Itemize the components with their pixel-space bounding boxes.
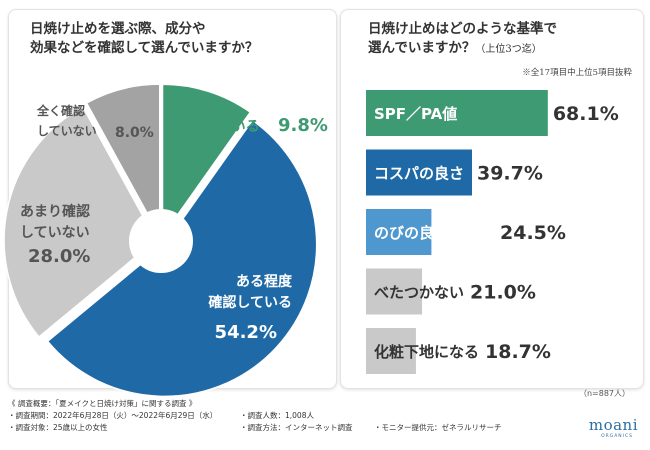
- pie-label-0-line2: 確認している: [176, 118, 260, 135]
- pie-label-2-line1: あまり確認: [20, 203, 90, 220]
- pie-label-0-line1: 細かく: [176, 97, 218, 114]
- right-question: 日焼け止めはどのような基準で 選んでいますか？（上位3つ迄）: [368, 20, 557, 59]
- pie-label-3-line2: していない: [37, 124, 97, 138]
- bar-chart-note: ※全17項目中上位5項目抜粋: [522, 68, 632, 78]
- bar-label-1: コスパの良さ: [374, 165, 464, 183]
- footer-provider: ・モニター提供元：ゼネラルリサーチ: [374, 423, 502, 432]
- bar-0: [366, 90, 548, 136]
- footer-count: ・調査人数：1,008人: [240, 411, 314, 420]
- footer-method: ・調査方法：インターネット調査: [240, 423, 353, 432]
- pie-label-1-line1: ある程度: [236, 273, 293, 290]
- right-card: [340, 9, 644, 389]
- pie-label-3-line1: 全く確認: [36, 103, 85, 118]
- bar-value-0: 68.1%: [553, 103, 619, 125]
- footer-title: 《 調査概要：「夏メイクと日焼け対策」に関する調査 》: [8, 399, 197, 408]
- sample-size: （n=887人）: [578, 389, 630, 398]
- bar-2: [366, 209, 432, 255]
- bar-3: [366, 268, 423, 315]
- pie-label-1-line2: 確認している: [208, 294, 292, 311]
- pie-label-2-line2: していない: [20, 225, 90, 241]
- pie-value-1: 54.2%: [215, 322, 277, 343]
- bar-value-4: 18.7%: [485, 341, 551, 363]
- bar-label-2: のびの良さ、軽さ: [374, 224, 494, 242]
- right-question-line2: 選んでいますか？: [368, 40, 476, 56]
- pie-slice-2: [3, 105, 158, 339]
- left-question-line1: 日焼け止めを選ぶ際、成分や: [30, 21, 206, 37]
- pie-value-2: 28.0%: [28, 246, 90, 267]
- brand-logo-sub: ORGANICS: [601, 434, 633, 439]
- bar-label-3: べたつかない: [374, 284, 464, 302]
- right-question-sub: （上位3つ迄）: [475, 44, 542, 55]
- pie-value-3: 8.0%: [115, 125, 154, 141]
- left-question: 日焼け止めを選ぶ際、成分や 効果などを確認して選んでいますか？: [30, 20, 258, 58]
- bar-label-4: 化粧下地になる: [374, 343, 479, 361]
- bar-value-1: 39.7%: [477, 163, 543, 185]
- bar-value-2: 24.5%: [500, 222, 566, 244]
- bar-1: [366, 149, 472, 196]
- brand-logo: moani: [588, 416, 638, 434]
- right-question-line1: 日焼け止めはどのような基準で: [368, 21, 557, 37]
- bar-value-3: 21.0%: [470, 282, 536, 304]
- footer-period: ・調査期間：2022年6月28日（火）〜2022年6月29日（水）: [8, 411, 218, 420]
- left-question-line2: 効果などを確認して選んでいますか？: [30, 40, 259, 56]
- pie-center-hole: [129, 209, 193, 273]
- bar-label-0: SPF／PA値: [374, 105, 457, 123]
- footer-target: ・調査対象：25歳以上の女性: [8, 423, 108, 432]
- bar-4: [366, 328, 416, 374]
- pie-value-0: 9.8%: [278, 115, 328, 136]
- pie-slice-3: [85, 83, 161, 237]
- pie-slice-0: [161, 83, 252, 239]
